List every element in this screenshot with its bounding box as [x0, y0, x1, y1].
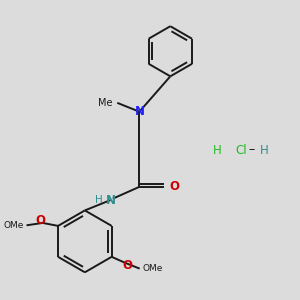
Text: H: H: [213, 143, 222, 157]
Text: O: O: [122, 259, 132, 272]
Text: N: N: [106, 194, 116, 207]
Text: OMe: OMe: [142, 264, 163, 273]
Text: O: O: [170, 180, 180, 193]
Text: H: H: [95, 195, 103, 205]
Text: N: N: [134, 105, 144, 118]
Text: Cl: Cl: [235, 143, 247, 157]
Text: OMe: OMe: [3, 221, 24, 230]
Text: O: O: [35, 214, 45, 227]
Text: H: H: [260, 143, 269, 157]
Text: Me: Me: [98, 98, 113, 108]
Text: –: –: [248, 143, 254, 157]
